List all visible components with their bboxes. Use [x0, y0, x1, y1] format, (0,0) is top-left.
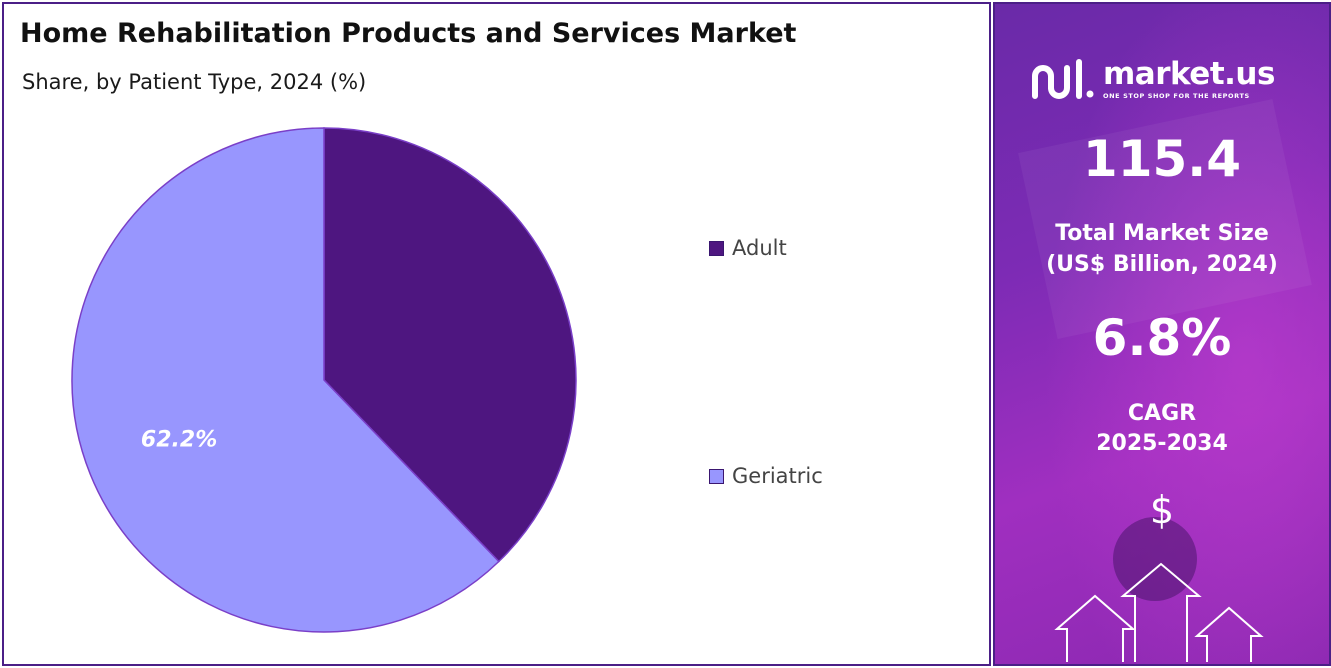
chart-title: Home Rehabilitation Products and Service… — [20, 18, 797, 49]
market-size-label-2: (US$ Billion, 2024) — [1046, 252, 1278, 277]
legend-swatch-adult — [709, 240, 724, 256]
chart-subtitle: Share, by Patient Type, 2024 (%) — [22, 70, 367, 94]
cagr-label-1: CAGR — [1127, 401, 1197, 426]
market-size-label-1: Total Market Size — [1055, 221, 1269, 246]
cagr-value: 6.8% — [1092, 309, 1232, 367]
pie-chart: 62.2% — [71, 127, 577, 633]
legend-label-adult: Adult — [732, 236, 787, 260]
cagr-label-2: 2025-2034 — [1096, 431, 1228, 456]
pie-slice-geriatric — [71, 127, 500, 633]
up-arrows-icon — [1054, 562, 1264, 662]
market-size-value: 115.4 — [1082, 130, 1242, 188]
brand-tagline: ONE STOP SHOP FOR THE REPORTS — [1103, 92, 1250, 100]
dollar-icon: $ — [1149, 488, 1175, 532]
legend-label-geriatric: Geriatric — [732, 464, 823, 488]
data-label-geriatric: 62.2% — [141, 427, 217, 452]
legend-item-geriatric: Geriatric — [709, 464, 823, 488]
market-us-logo-icon — [1032, 59, 1094, 99]
pie-slice-adult — [323, 127, 577, 563]
legend-swatch-geriatric — [709, 468, 724, 484]
summary-panel: market.us ONE STOP SHOP FOR THE REPORTS … — [993, 2, 1331, 666]
brand-logo: market.us ONE STOP SHOP FOR THE REPORTS — [1029, 54, 1275, 104]
brand-name: market.us — [1103, 56, 1275, 92]
background-decoration — [995, 4, 1329, 664]
chart-panel: 62.2% Home Rehabilitation Products and S… — [2, 2, 991, 666]
legend-item-adult: Adult — [709, 236, 787, 260]
